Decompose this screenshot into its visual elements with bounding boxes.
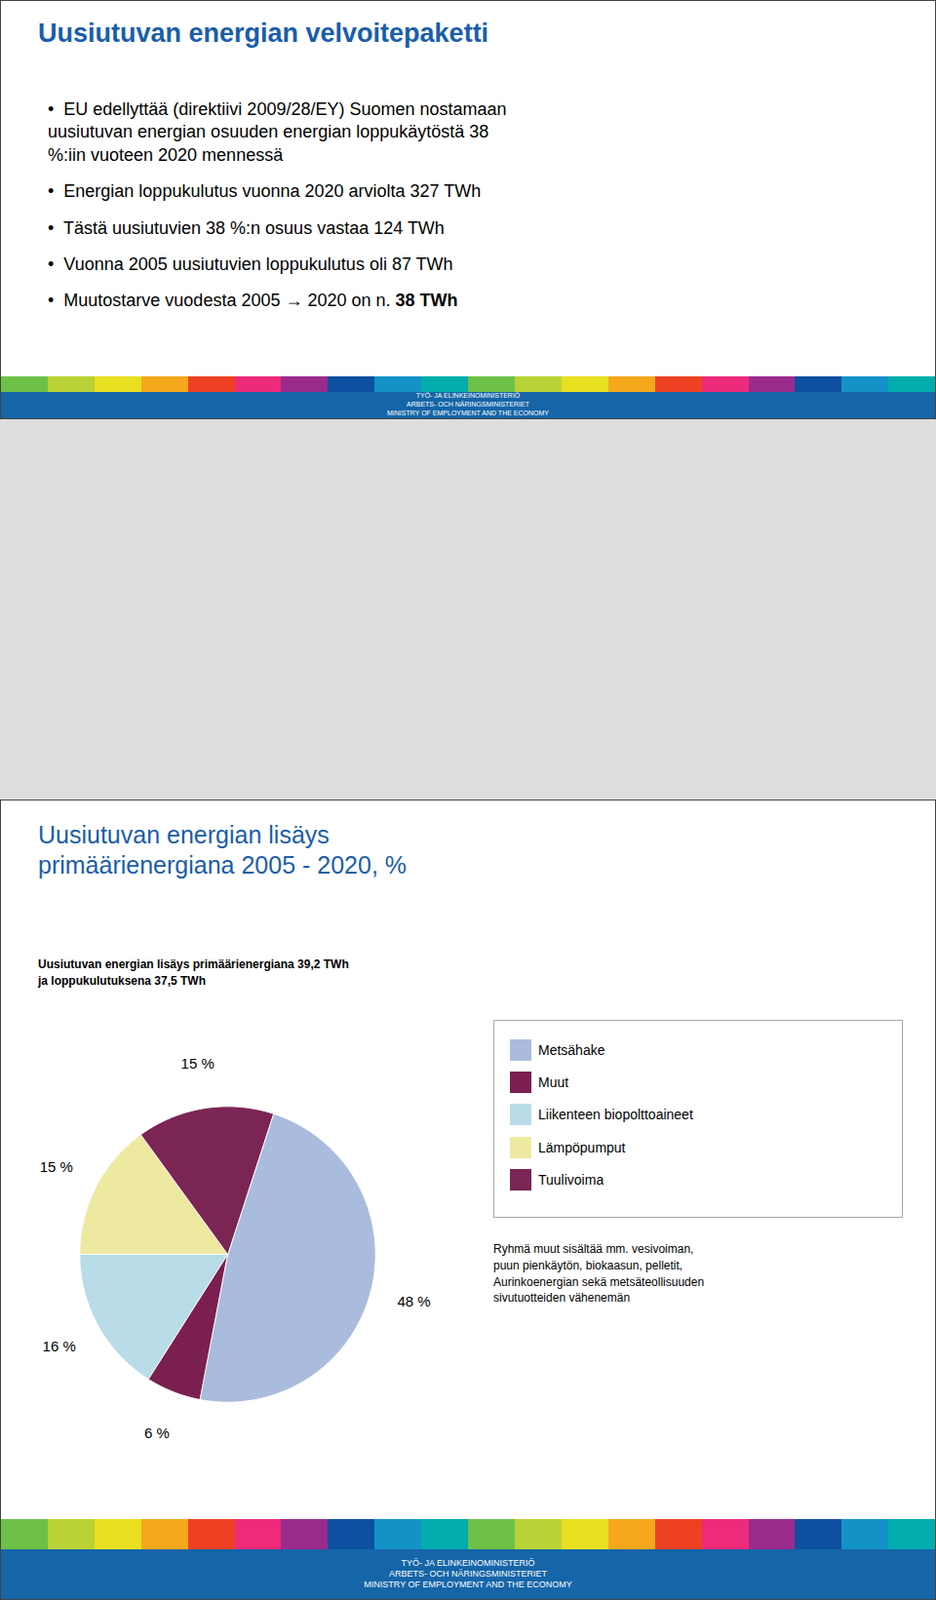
html-text:Uusiutuvan energian velvoitepa: Uusiutuvan energian velvoitepaketti: [38, 18, 489, 48]
html-text:Tuulivoima: Tuulivoima: [538, 1171, 604, 1188]
html-text:Uusiutuvan energian lisäys pri: Uusiutuvan energian lisäys primäärienerg…: [38, 957, 349, 988]
html-text:Liikenteen biopolttoaineet: Liikenteen biopolttoaineet: [538, 1107, 694, 1123]
html-text:• EU edellyttää (direktiivi 20: • EU edellyttää (direktiivi 2009/28/EY) …: [47, 99, 507, 165]
html-text:TYÖ- JA ELINKEINOMINISTERIÖ AR: TYÖ- JA ELINKEINOMINISTERIÖ ARBETS- OCH …: [363, 1557, 573, 1590]
html-text:• Tästä uusiutuvien 38 %:n osu: • Tästä uusiutuvien 38 %:n osuus vastaa …: [47, 218, 445, 238]
svg-text:48 %: 48 %: [396, 1292, 430, 1310]
html-text:Lämpöpumput: Lämpöpumput: [538, 1139, 626, 1155]
html-text:Uusiutuvan energian lisäys pri: Uusiutuvan energian lisäys primäärienerg…: [38, 820, 407, 879]
html-text:• Energian loppukulutus vuonna: • Energian loppukulutus vuonna 2020 arvi…: [47, 181, 481, 202]
svg-text:16 %: 16 %: [42, 1337, 77, 1355]
html-text:Muut: Muut: [538, 1074, 569, 1091]
html-text:Metsähake: Metsähake: [538, 1042, 605, 1058]
html-text:• Muutostarve vuodesta 2005 →: • Muutostarve vuodesta 2005 → 2020 on n.…: [47, 290, 458, 311]
svg-text:6 %: 6 %: [144, 1424, 170, 1442]
html-text:Ryhmä muut sisältää mm. vesivo: Ryhmä muut sisältää mm. vesivoiman, puun…: [493, 1242, 705, 1305]
html-text:TYÖ- JA ELINKEINOMINISTERIÖ AR: TYÖ- JA ELINKEINOMINISTERIÖ ARBETS- OCH …: [387, 392, 549, 417]
svg-text:15 %: 15 %: [39, 1158, 74, 1175]
svg-text:15 %: 15 %: [181, 1054, 215, 1072]
html-text:• Vuonna 2005 uusiutuvien lopp: • Vuonna 2005 uusiutuvien loppukulutus o…: [47, 254, 453, 274]
